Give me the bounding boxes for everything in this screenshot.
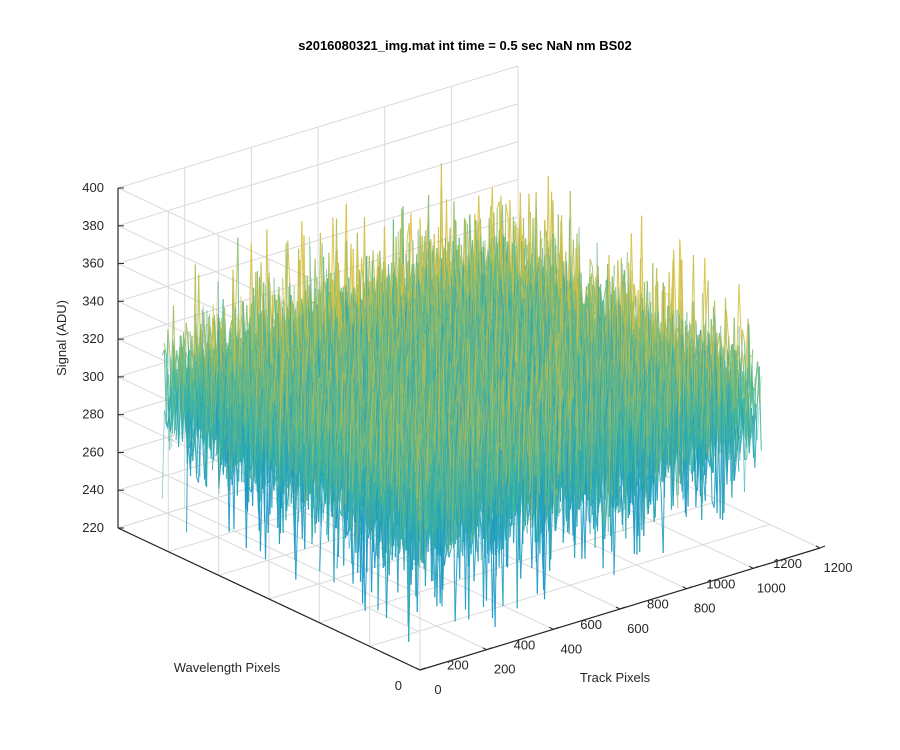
grid-line <box>117 451 421 595</box>
grid-line <box>117 489 421 633</box>
surface-segment <box>163 343 167 354</box>
surface-segment <box>488 206 492 252</box>
surface-mesh <box>161 163 762 642</box>
grid-line <box>117 141 519 265</box>
grid-line <box>117 103 519 227</box>
surface-segment <box>287 240 291 287</box>
surface-segment <box>167 329 171 357</box>
grid-line <box>117 65 519 189</box>
grid-line <box>117 178 519 302</box>
grid-line <box>369 523 770 647</box>
surface-segment <box>165 329 169 425</box>
grid-line <box>117 216 519 340</box>
